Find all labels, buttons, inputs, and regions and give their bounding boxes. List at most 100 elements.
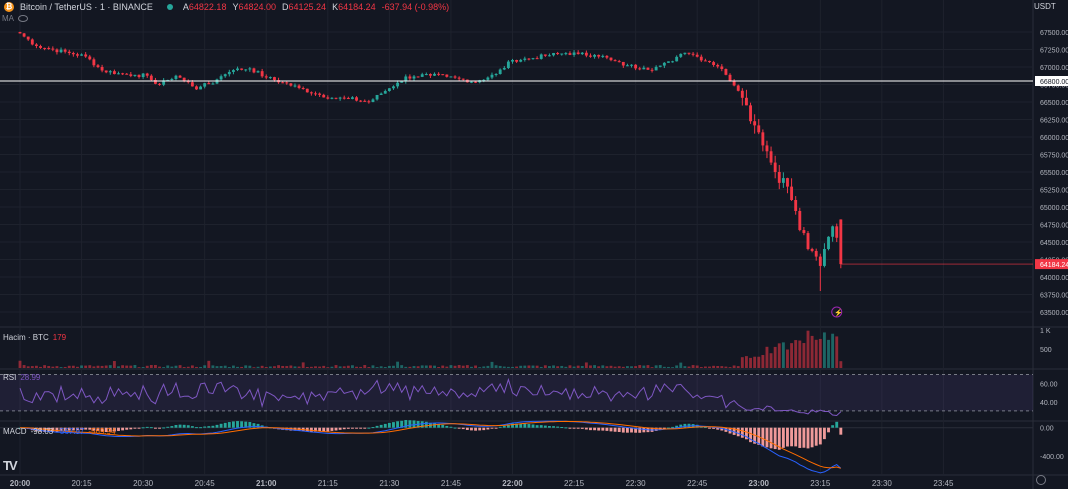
macd-histogram-bar (396, 421, 400, 428)
volume-bar (728, 367, 732, 368)
volume-bar (482, 366, 486, 368)
candle-body (761, 132, 765, 146)
volume-bar (96, 365, 100, 368)
candle-body (182, 77, 186, 81)
candle-body (207, 83, 211, 85)
candle-body (145, 73, 149, 76)
candle-body (51, 48, 55, 50)
volume-bar (703, 366, 707, 368)
macd-histogram-bar (441, 424, 445, 428)
volume-bar (305, 366, 309, 368)
candle-body (273, 77, 276, 81)
candle-body (137, 74, 141, 78)
candle-body (519, 59, 523, 62)
candle-body (621, 61, 625, 66)
macd-histogram-bar (231, 421, 235, 428)
volume-bar (831, 333, 835, 368)
macd-histogram-bar (461, 427, 465, 430)
volume-bar (400, 365, 404, 368)
macd-histogram-bar (43, 427, 47, 432)
volume-bar (798, 340, 802, 368)
volume-bar (166, 365, 170, 368)
candle-body (482, 79, 486, 81)
macd-histogram-bar (839, 427, 843, 435)
macd-histogram-bar (806, 427, 810, 449)
candle-body (100, 67, 104, 71)
macd-histogram-bar (408, 420, 412, 428)
candle-body (605, 55, 609, 58)
macd-histogram-bar (363, 427, 367, 429)
macd-histogram-bar (617, 427, 621, 432)
volume-bar (334, 365, 338, 368)
macd-histogram-bar (831, 425, 835, 428)
macd-histogram-bar (67, 427, 71, 431)
volume-bar (786, 349, 789, 368)
candle-body (387, 88, 391, 92)
volume-bar (687, 366, 691, 368)
candle-body (502, 67, 506, 70)
price-axis-label: 66500.00 (1040, 100, 1068, 107)
volume-bar (777, 343, 781, 368)
tradingview-logo-icon[interactable]: TV (3, 458, 18, 473)
candle-body (527, 58, 531, 60)
candle-body (223, 74, 227, 77)
settings-gear-icon[interactable] (1036, 475, 1046, 485)
macd-histogram-bar (712, 427, 716, 429)
volume-bar (531, 365, 535, 368)
candle-body (227, 71, 231, 75)
volume-bar (363, 365, 367, 368)
volume-bar (708, 366, 711, 368)
volume-bar (822, 332, 826, 368)
macd-histogram-bar (605, 427, 609, 431)
volume-bar (712, 365, 716, 368)
macd-histogram-bar (383, 423, 387, 428)
candle-body (30, 39, 34, 45)
candle-body (511, 60, 514, 62)
candle-body (285, 82, 289, 84)
candle-body (71, 53, 75, 55)
volume-bar (642, 365, 646, 368)
macd-histogram-bar (597, 427, 601, 431)
volume-bar (174, 365, 178, 368)
volume-bar (227, 367, 231, 368)
ma-indicator-legend[interactable]: MA (2, 14, 28, 23)
volume-bar (527, 365, 531, 368)
volume-bar (617, 366, 621, 368)
macd-histogram-bar (749, 427, 752, 443)
macd-histogram-bar (777, 427, 781, 450)
volume-axis-label: 1 K (1040, 328, 1051, 335)
candle-body (166, 79, 170, 81)
macd-histogram-bar (835, 421, 839, 428)
macd-histogram-bar (326, 427, 330, 432)
low-value: 64125.24 (288, 2, 327, 12)
macd-histogram-bar (457, 427, 461, 429)
macd-histogram-bar (100, 427, 104, 432)
time-axis-label: 21:30 (379, 479, 400, 488)
candle-body (490, 74, 494, 78)
volume-bar (699, 367, 703, 368)
eye-icon[interactable] (18, 15, 28, 22)
volume-bar (470, 366, 473, 368)
macd-histogram-bar (502, 425, 506, 428)
volume-bar (404, 366, 408, 368)
volume-bar (765, 346, 769, 368)
macd-histogram-bar (334, 427, 338, 431)
volume-bar (506, 366, 510, 368)
candle-body (790, 186, 794, 200)
volume-bar (502, 366, 506, 368)
candle-body (359, 100, 363, 102)
bitcoin-logo-icon: ₿ (4, 2, 14, 12)
candle-body (646, 67, 650, 70)
candle-body (63, 49, 67, 52)
symbol-title[interactable]: Bitcoin / TetherUS · 1 · BINANCE (20, 2, 153, 12)
candle-body (486, 77, 490, 80)
volume-bar (195, 366, 198, 368)
macd-histogram-bar (634, 427, 638, 433)
candle-body (769, 151, 773, 163)
macd-histogram-bar (322, 427, 326, 432)
macd-histogram-bar (609, 427, 613, 432)
candle-body (322, 94, 326, 98)
currency-label[interactable]: USDT (1034, 2, 1056, 11)
